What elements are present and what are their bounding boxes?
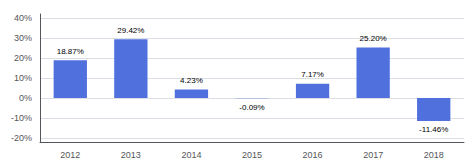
svg-text:20%: 20%	[14, 53, 32, 63]
svg-text:2014: 2014	[181, 150, 201, 160]
svg-text:25.20%: 25.20%	[360, 34, 387, 43]
svg-text:2016: 2016	[303, 150, 323, 160]
svg-text:10%: 10%	[14, 73, 32, 83]
svg-text:40%: 40%	[14, 13, 32, 23]
svg-text:2013: 2013	[121, 150, 141, 160]
svg-text:29.42%: 29.42%	[117, 26, 144, 35]
svg-text:7.17%: 7.17%	[301, 70, 324, 79]
svg-text:30%: 30%	[14, 33, 32, 43]
svg-text:2012: 2012	[60, 150, 80, 160]
svg-text:18.87%: 18.87%	[57, 47, 84, 56]
svg-text:-11.46%: -11.46%	[419, 125, 448, 134]
svg-text:2018: 2018	[424, 150, 444, 160]
svg-text:4.23%: 4.23%	[180, 76, 203, 85]
svg-text:2017: 2017	[363, 150, 383, 160]
svg-text:-10%: -10%	[11, 113, 32, 123]
svg-text:-0.09%: -0.09%	[239, 103, 264, 112]
svg-text:0%: 0%	[19, 93, 32, 103]
svg-text:2015: 2015	[242, 150, 262, 160]
svg-text:-20%: -20%	[11, 133, 32, 143]
